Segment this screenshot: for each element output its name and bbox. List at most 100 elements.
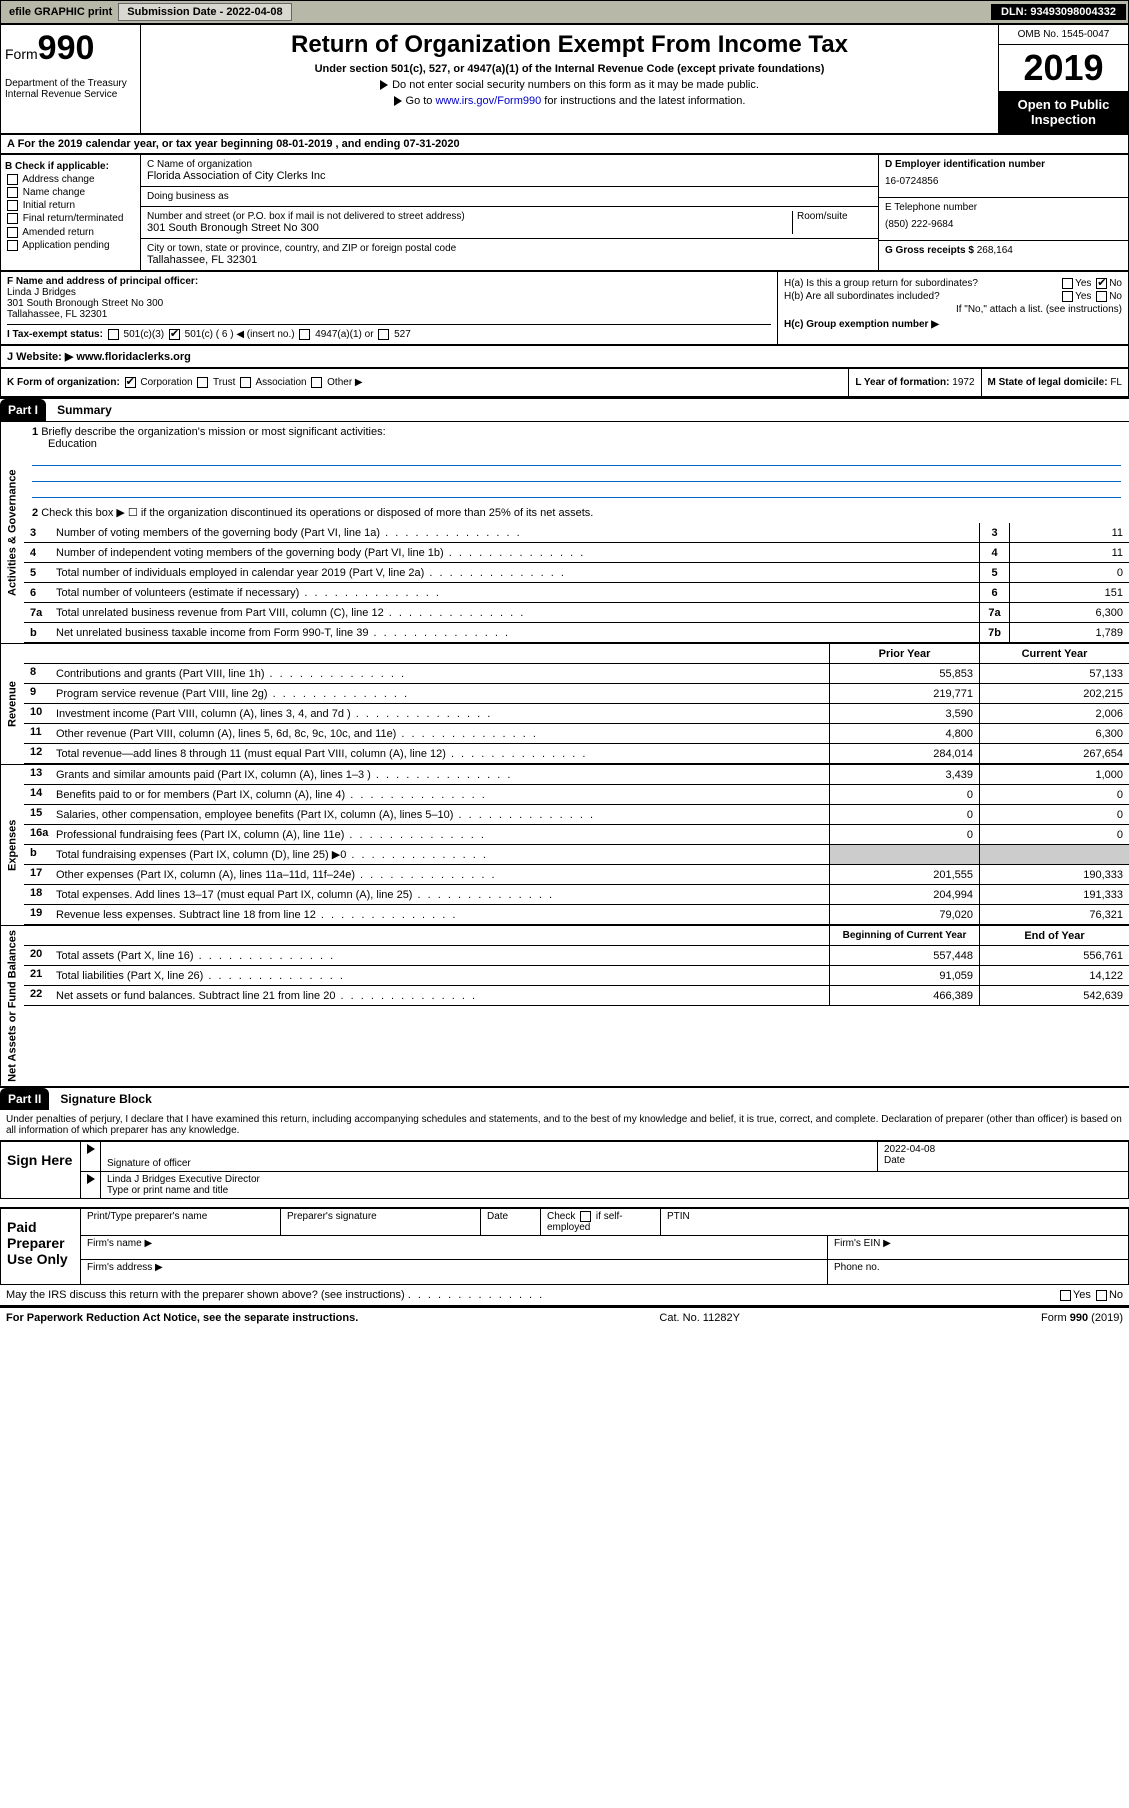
q1-text: Briefly describe the organization's miss… bbox=[41, 426, 385, 438]
footer-left: For Paperwork Reduction Act Notice, see … bbox=[6, 1312, 358, 1324]
form-subtitle: Under section 501(c), 527, or 4947(a)(1)… bbox=[147, 63, 992, 75]
row-num: 19 bbox=[24, 905, 52, 924]
cb-self-employed[interactable] bbox=[580, 1211, 591, 1222]
officer-addr1: 301 South Bronough Street No 300 bbox=[7, 298, 771, 309]
firm-name-lbl: Firm's name ▶ bbox=[81, 1236, 828, 1259]
gov-row: 7a Total unrelated business revenue from… bbox=[24, 603, 1129, 623]
row-desc: Program service revenue (Part VIII, line… bbox=[52, 684, 829, 703]
cb-name[interactable]: Name change bbox=[5, 187, 136, 198]
sig-declaration: Under penalties of perjury, I declare th… bbox=[0, 1110, 1129, 1140]
cb-527[interactable] bbox=[378, 329, 389, 340]
line-m: M State of legal domicile: FL bbox=[981, 369, 1128, 396]
dln-label: DLN: 93493098004332 bbox=[991, 4, 1126, 20]
tax-year: 2019 bbox=[999, 45, 1128, 91]
row-num: 5 bbox=[24, 567, 52, 579]
city-cell: City or town, state or province, country… bbox=[141, 239, 878, 270]
sign-here-block: Sign Here Signature of officer 2022-04-0… bbox=[0, 1140, 1129, 1199]
state-domicile: FL bbox=[1110, 377, 1122, 388]
expenses-label: Expenses bbox=[0, 765, 24, 925]
tel-lbl: E Telephone number bbox=[885, 202, 1122, 213]
form-header: Form990 Department of the Treasury Inter… bbox=[0, 24, 1129, 134]
row-desc: Salaries, other compensation, employee b… bbox=[52, 805, 829, 824]
data-row: 17 Other expenses (Part IX, column (A), … bbox=[24, 865, 1129, 885]
data-row: 22 Net assets or fund balances. Subtract… bbox=[24, 986, 1129, 1006]
cb-ha-yes[interactable] bbox=[1062, 278, 1073, 289]
data-row: 8 Contributions and grants (Part VIII, l… bbox=[24, 664, 1129, 684]
omb-number: OMB No. 1545-0047 bbox=[999, 25, 1128, 45]
officer-name: Linda J Bridges bbox=[7, 287, 771, 298]
opt-assoc: Association bbox=[255, 377, 306, 388]
firm-ein-lbl: Firm's EIN ▶ bbox=[828, 1236, 1128, 1259]
cb-hb-no[interactable] bbox=[1096, 291, 1107, 302]
row-num: b bbox=[24, 627, 52, 639]
prior-year-val: 466,389 bbox=[829, 986, 979, 1005]
current-year-val: 556,761 bbox=[979, 946, 1129, 965]
part1-badge: Part I bbox=[0, 399, 46, 421]
hb-lbl: H(b) Are all subordinates included? bbox=[784, 291, 940, 302]
revenue-section: Revenue Prior Year Current Year 8 Contri… bbox=[0, 643, 1129, 764]
note2-post: for instructions and the latest informat… bbox=[541, 95, 745, 107]
cb-discuss-no[interactable] bbox=[1096, 1290, 1107, 1301]
cb-address[interactable]: Address change bbox=[5, 174, 136, 185]
current-year-val: 0 bbox=[979, 785, 1129, 804]
cb-pending[interactable]: Application pending bbox=[5, 240, 136, 251]
row-num: 13 bbox=[24, 765, 52, 784]
row-value: 0 bbox=[1009, 563, 1129, 582]
row-desc: Revenue less expenses. Subtract line 18 … bbox=[52, 905, 829, 924]
cb-other[interactable] bbox=[311, 377, 322, 388]
cb-corp[interactable] bbox=[125, 377, 136, 388]
data-row: 11 Other revenue (Part VIII, column (A),… bbox=[24, 724, 1129, 744]
q2-text: Check this box ▶ ☐ if the organization d… bbox=[41, 507, 593, 519]
form-990-number: 990 bbox=[38, 29, 95, 67]
current-year-val: 191,333 bbox=[979, 885, 1129, 904]
ha-lbl: H(a) Is this a group return for subordin… bbox=[784, 278, 978, 289]
cb-assoc[interactable] bbox=[240, 377, 251, 388]
current-year-val: 542,639 bbox=[979, 986, 1129, 1005]
cb-discuss-yes[interactable] bbox=[1060, 1290, 1071, 1301]
hb-note: If "No," attach a list. (see instruction… bbox=[784, 304, 1122, 315]
row-num: 6 bbox=[24, 587, 52, 599]
gross: 268,164 bbox=[977, 245, 1013, 256]
underline bbox=[32, 484, 1121, 498]
cb-501c[interactable] bbox=[169, 329, 180, 340]
cb-final[interactable]: Final return/terminated bbox=[5, 213, 136, 224]
current-year-val: 6,300 bbox=[979, 724, 1129, 743]
opt-501c: 501(c) ( 6 ) ◀ (insert no.) bbox=[185, 329, 295, 340]
form-org-lbl: K Form of organization: bbox=[7, 377, 120, 388]
data-row: 13 Grants and similar amounts paid (Part… bbox=[24, 765, 1129, 785]
cb-501c3[interactable] bbox=[108, 329, 119, 340]
cb-amended[interactable]: Amended return bbox=[5, 227, 136, 238]
tax-status-lbl: I Tax-exempt status: bbox=[7, 329, 103, 340]
row-desc: Grants and similar amounts paid (Part IX… bbox=[52, 765, 829, 784]
row-box-num: 7a bbox=[979, 603, 1009, 622]
prior-year-val: 201,555 bbox=[829, 865, 979, 884]
paid-row3: Firm's address ▶ Phone no. bbox=[81, 1260, 1128, 1284]
cb-4947[interactable] bbox=[299, 329, 310, 340]
header-left: Form990 Department of the Treasury Inter… bbox=[1, 25, 141, 133]
gov-row: 3 Number of voting members of the govern… bbox=[24, 523, 1129, 543]
gov-row: b Net unrelated business taxable income … bbox=[24, 623, 1129, 643]
prep-check-hdr: Check if self-employed bbox=[541, 1209, 661, 1235]
cb-initial[interactable]: Initial return bbox=[5, 200, 136, 211]
sign-here-label: Sign Here bbox=[1, 1142, 81, 1198]
row-num: 18 bbox=[24, 885, 52, 904]
netassets-section: Net Assets or Fund Balances Beginning of… bbox=[0, 925, 1129, 1086]
cb-hb-yes[interactable] bbox=[1062, 291, 1073, 302]
opt-4947: 4947(a)(1) or bbox=[315, 329, 373, 340]
paid-row2: Firm's name ▶ Firm's EIN ▶ bbox=[81, 1236, 1128, 1260]
prior-year-val: 0 bbox=[829, 805, 979, 824]
prior-year-val: 91,059 bbox=[829, 966, 979, 985]
irs-link[interactable]: www.irs.gov/Form990 bbox=[435, 95, 541, 107]
expenses-lines: 13 Grants and similar amounts paid (Part… bbox=[24, 765, 1129, 925]
footer-mid: Cat. No. 11282Y bbox=[659, 1312, 740, 1324]
submission-date-btn[interactable]: Submission Date - 2022-04-08 bbox=[118, 3, 291, 21]
tel: (850) 222-9684 bbox=[885, 213, 1122, 236]
row-desc: Total number of volunteers (estimate if … bbox=[52, 585, 979, 601]
row-value: 11 bbox=[1009, 523, 1129, 542]
org-name-cell: C Name of organization Florida Associati… bbox=[141, 155, 878, 187]
cb-ha-no[interactable] bbox=[1096, 278, 1107, 289]
year-formation: 1972 bbox=[952, 377, 974, 388]
cb-trust[interactable] bbox=[197, 377, 208, 388]
paid-preparer-block: Paid Preparer Use Only Print/Type prepar… bbox=[0, 1207, 1129, 1285]
street: 301 South Bronough Street No 300 bbox=[147, 222, 319, 234]
